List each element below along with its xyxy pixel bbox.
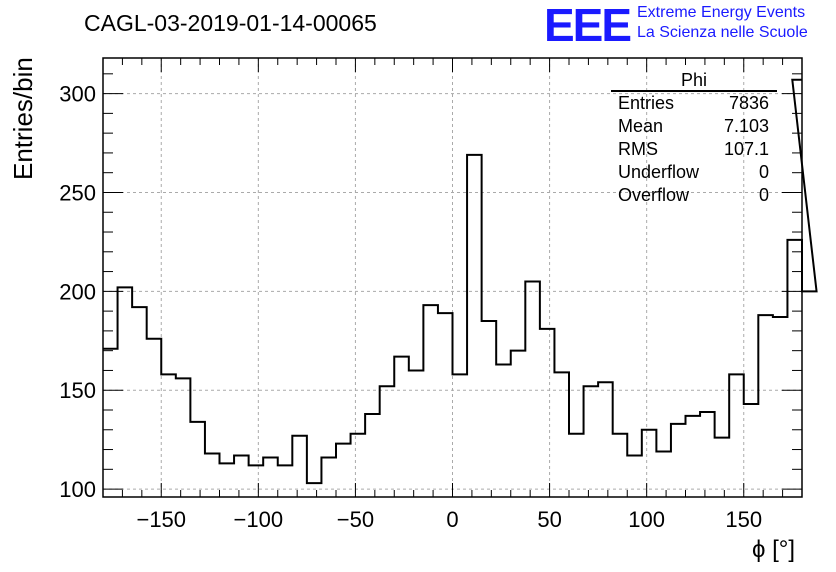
grid-lines bbox=[103, 58, 802, 497]
stats-label: Overflow bbox=[618, 185, 690, 205]
stats-label: RMS bbox=[618, 139, 658, 159]
histogram-bin bbox=[307, 483, 322, 497]
histogram-bin bbox=[423, 305, 438, 497]
histogram-bin bbox=[205, 453, 220, 497]
histogram-bin bbox=[758, 315, 773, 497]
histogram-bin bbox=[321, 457, 336, 497]
stats-label: Entries bbox=[618, 93, 675, 113]
stats-title: Phi bbox=[611, 71, 777, 92]
histogram-bin bbox=[671, 424, 686, 497]
x-tick-label: −50 bbox=[337, 507, 374, 532]
histogram-bin bbox=[249, 465, 264, 497]
stats-value: 7.103 bbox=[723, 116, 769, 136]
histogram-bin bbox=[584, 386, 599, 497]
x-tick-label: −100 bbox=[234, 507, 284, 532]
histogram-bin bbox=[394, 357, 409, 497]
histogram-bin bbox=[642, 430, 657, 497]
histogram-bin bbox=[554, 372, 569, 497]
histogram-bin bbox=[132, 307, 147, 497]
histogram-bin bbox=[496, 365, 511, 497]
y-tick-label: 250 bbox=[59, 180, 96, 205]
y-tick-label: 150 bbox=[59, 378, 96, 403]
histogram-series bbox=[103, 78, 818, 497]
histogram-bin bbox=[190, 422, 205, 497]
axis-ticks bbox=[103, 58, 802, 497]
histogram-bin bbox=[220, 463, 235, 497]
x-tick-label: 0 bbox=[446, 507, 458, 532]
stats-value: 107.1 bbox=[723, 139, 769, 159]
stats-box: Phi Entries 7836 Mean 7.103 RMS 107.1 Under… bbox=[611, 71, 777, 207]
x-tick-label: 50 bbox=[537, 507, 561, 532]
histogram-bin bbox=[540, 329, 555, 497]
histogram-bin bbox=[656, 452, 671, 497]
x-tick-label: 150 bbox=[725, 507, 762, 532]
stats-value: 0 bbox=[758, 162, 769, 182]
histogram-bin bbox=[161, 374, 176, 497]
eee-logo: EEE bbox=[544, 0, 632, 51]
stats-row: RMS 107.1 bbox=[611, 138, 777, 161]
histogram-bin bbox=[729, 374, 744, 497]
brand-line-1: Extreme Energy Events bbox=[637, 4, 806, 21]
histogram-bin bbox=[744, 404, 759, 497]
y-tick-label: 100 bbox=[59, 477, 96, 502]
histogram-bin bbox=[525, 281, 540, 497]
histogram-bin bbox=[773, 317, 788, 497]
stats-row: Entries 7836 bbox=[611, 92, 777, 115]
histogram-bin bbox=[351, 434, 366, 497]
histogram-bin bbox=[380, 386, 395, 497]
histogram-bin bbox=[234, 455, 249, 497]
histogram-line bbox=[103, 78, 818, 485]
stats-value: 0 bbox=[758, 185, 769, 205]
histogram-bin bbox=[627, 455, 642, 497]
histogram-bin bbox=[569, 434, 584, 497]
y-tick-label: 300 bbox=[59, 82, 96, 107]
histogram-bin bbox=[147, 339, 162, 497]
x-tick-label: −150 bbox=[136, 507, 186, 532]
histogram-bin bbox=[613, 434, 628, 497]
stats-row: Overflow 0 bbox=[611, 184, 777, 207]
tick-labels: −150 −100 −50 0 50 100 150 100 150 200 250 300 bbox=[59, 82, 762, 532]
stats-value: 7836 bbox=[728, 93, 769, 113]
histogram-bin bbox=[715, 438, 730, 497]
histogram-bin bbox=[438, 313, 453, 497]
histogram-bin bbox=[292, 436, 307, 497]
histogram-bin bbox=[467, 155, 482, 497]
histogram-bin bbox=[482, 321, 497, 497]
histogram-bin bbox=[176, 378, 191, 497]
x-tick-label: 100 bbox=[628, 507, 665, 532]
stats-label: Mean bbox=[618, 116, 664, 136]
histogram-bin bbox=[802, 291, 817, 497]
x-axis-label: ϕ [°] bbox=[752, 536, 796, 563]
y-axis-label: Entries/bin bbox=[8, 57, 38, 180]
histogram-bin bbox=[453, 374, 468, 497]
stats-row: Mean 7.103 bbox=[611, 115, 777, 138]
histogram-bin bbox=[278, 465, 293, 497]
chart-title: CAGL-03-2019-01-14-00065 bbox=[84, 10, 377, 36]
histogram-bin bbox=[263, 457, 278, 497]
stats-label: Underflow bbox=[618, 162, 700, 182]
histogram-bin bbox=[598, 382, 613, 497]
y-tick-label: 200 bbox=[59, 279, 96, 304]
histogram-bin bbox=[365, 414, 380, 497]
histogram-bin bbox=[336, 444, 351, 497]
brand-line-2: La Scienza nelle Scuole bbox=[637, 24, 808, 41]
histogram-bin bbox=[686, 416, 701, 497]
stats-row: Underflow 0 bbox=[611, 161, 777, 184]
histogram-bin bbox=[511, 351, 526, 497]
histogram-bin bbox=[792, 80, 802, 497]
histogram-bin bbox=[409, 370, 424, 497]
histogram-bin bbox=[118, 287, 133, 497]
histogram-bin bbox=[700, 412, 715, 497]
